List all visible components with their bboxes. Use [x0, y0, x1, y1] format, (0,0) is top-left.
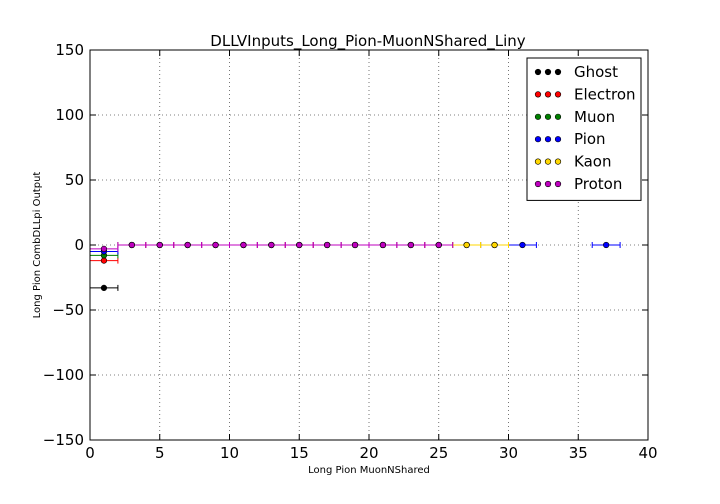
point-proton: [324, 241, 331, 249]
point-kaon: [491, 241, 498, 249]
y-tick-label: −150: [43, 431, 84, 449]
point-pion: [519, 241, 526, 249]
legend-marker-proton: [544, 180, 552, 188]
point-proton: [100, 245, 108, 252]
legend-marker-ghost: [554, 68, 562, 76]
legend-label-proton: Proton: [574, 175, 622, 193]
y-axis-label: Long Pion CombDLLpi Output: [32, 172, 43, 319]
point-proton: [268, 241, 275, 249]
chart-title: DLLVInputs_Long_Pion-MuonNShared_Liny: [210, 32, 526, 51]
point-ghost: [100, 284, 108, 292]
point-pion: [603, 241, 610, 249]
x-tick-label: 30: [499, 444, 518, 462]
legend-marker-ghost: [544, 68, 552, 76]
y-tick-label: 0: [74, 236, 84, 254]
x-tick-label: 40: [638, 444, 657, 462]
legend-marker-muon: [554, 113, 562, 120]
legend-marker-ghost: [534, 68, 542, 76]
y-tick-label: −100: [43, 366, 84, 384]
point-proton: [240, 241, 247, 249]
point-proton: [156, 241, 163, 249]
legend-marker-pion: [534, 136, 542, 143]
legend-label-electron: Electron: [574, 85, 636, 103]
point-electron: [100, 257, 108, 264]
legend-box: [526, 57, 642, 201]
legend-label-ghost: Ghost: [574, 63, 618, 81]
legend-marker-muon: [534, 113, 542, 120]
x-tick-label: 10: [220, 444, 239, 462]
point-proton: [407, 241, 414, 249]
legend-label-kaon: Kaon: [574, 153, 611, 171]
legend-marker-proton: [554, 180, 562, 188]
legend-label-pion: Pion: [574, 130, 606, 148]
point-proton: [435, 241, 442, 249]
x-tick-label: 5: [155, 444, 165, 462]
legend-marker-kaon: [544, 158, 552, 165]
x-axis-label: Long Pion MuonNShared: [308, 465, 430, 476]
legend-marker-pion: [544, 136, 552, 143]
point-proton: [296, 241, 303, 249]
point-proton: [351, 241, 359, 249]
y-tick-label: −50: [52, 301, 84, 319]
legend-marker-electron: [534, 91, 542, 98]
legend-marker-electron: [554, 91, 562, 98]
point-proton: [184, 241, 191, 249]
legend-marker-muon: [544, 113, 552, 120]
y-tick-label: 100: [55, 106, 84, 124]
x-tick-label: 35: [569, 444, 588, 462]
point-proton: [379, 241, 387, 249]
x-tick-label: 25: [429, 444, 448, 462]
legend-marker-kaon: [534, 158, 542, 165]
point-proton: [212, 241, 219, 249]
point-kaon: [463, 241, 470, 249]
x-tick-label: 15: [290, 444, 309, 462]
legend-marker-proton: [534, 180, 542, 188]
legend-marker-kaon: [554, 158, 562, 165]
legend-marker-electron: [544, 91, 552, 98]
y-tick-label: 50: [65, 171, 84, 189]
y-tick-label: 150: [55, 41, 84, 59]
x-tick-label: 20: [359, 444, 378, 462]
ticks: 0 5 10 15 20 25 30 35 40 −150 −100 −50 0 50 100 150: [43, 41, 658, 462]
legend-marker-pion: [554, 136, 562, 143]
data-points: [100, 241, 610, 292]
legend: Ghost Electron Muon Pion Kaon Proton: [526, 57, 642, 201]
point-proton: [128, 241, 135, 249]
legend-label-muon: Muon: [574, 108, 615, 126]
x-tick-label: 0: [85, 444, 95, 462]
